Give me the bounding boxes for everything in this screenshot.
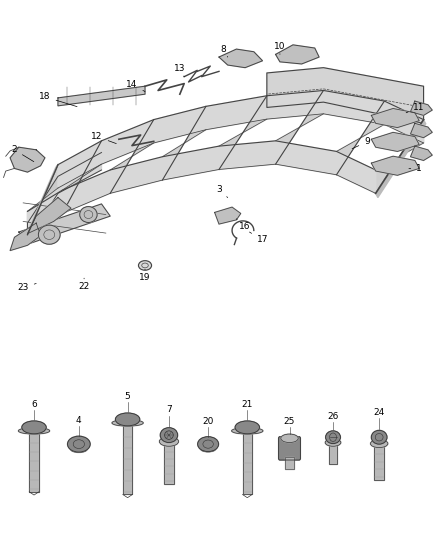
Bar — [164, 441, 174, 484]
Ellipse shape — [371, 430, 387, 444]
Polygon shape — [28, 198, 71, 233]
Bar — [374, 443, 384, 480]
Bar — [164, 441, 174, 484]
Polygon shape — [25, 165, 58, 237]
Bar — [328, 442, 337, 464]
Polygon shape — [219, 96, 267, 169]
Polygon shape — [19, 204, 110, 244]
Text: 11: 11 — [406, 103, 425, 113]
Ellipse shape — [200, 445, 216, 452]
Text: 26: 26 — [327, 413, 339, 421]
Text: 17: 17 — [250, 232, 268, 245]
Text: 7: 7 — [166, 405, 172, 414]
Polygon shape — [371, 109, 419, 127]
Polygon shape — [10, 147, 45, 172]
Text: 1: 1 — [409, 164, 422, 173]
Text: 18: 18 — [39, 92, 77, 107]
Text: 3: 3 — [216, 185, 228, 198]
Bar — [29, 431, 39, 492]
Text: 14: 14 — [126, 80, 145, 92]
Ellipse shape — [67, 436, 90, 452]
Polygon shape — [28, 165, 58, 235]
Bar — [328, 442, 337, 464]
Polygon shape — [371, 132, 419, 151]
Ellipse shape — [22, 421, 46, 434]
Bar — [374, 443, 384, 480]
Bar — [123, 423, 132, 495]
Text: 20: 20 — [202, 417, 214, 426]
Text: 2: 2 — [12, 146, 34, 161]
Polygon shape — [371, 156, 419, 175]
Ellipse shape — [71, 445, 87, 453]
Text: 24: 24 — [374, 408, 385, 417]
Text: 12: 12 — [92, 132, 117, 143]
Polygon shape — [28, 152, 102, 241]
Polygon shape — [410, 101, 432, 115]
Bar — [285, 457, 294, 469]
Text: 23: 23 — [18, 283, 36, 292]
Polygon shape — [10, 223, 41, 251]
Text: 13: 13 — [174, 64, 186, 77]
Text: 19: 19 — [139, 269, 151, 281]
Polygon shape — [110, 119, 154, 193]
Polygon shape — [376, 119, 426, 198]
Text: 6: 6 — [31, 400, 37, 409]
Ellipse shape — [112, 419, 143, 426]
Ellipse shape — [116, 413, 140, 426]
Polygon shape — [410, 146, 432, 160]
Polygon shape — [219, 49, 262, 68]
Text: 5: 5 — [125, 392, 131, 401]
Polygon shape — [276, 91, 323, 164]
Polygon shape — [410, 123, 432, 138]
Text: 9: 9 — [352, 138, 370, 149]
Ellipse shape — [235, 421, 259, 434]
Bar — [243, 431, 252, 495]
Polygon shape — [162, 107, 206, 180]
Text: 4: 4 — [76, 416, 81, 425]
Polygon shape — [267, 68, 424, 123]
Text: 10: 10 — [274, 42, 286, 54]
Ellipse shape — [232, 427, 263, 434]
Ellipse shape — [138, 261, 152, 270]
Polygon shape — [336, 101, 385, 175]
Bar — [123, 423, 132, 495]
Polygon shape — [215, 207, 241, 224]
Ellipse shape — [325, 431, 340, 443]
Ellipse shape — [371, 440, 388, 448]
Ellipse shape — [39, 225, 60, 244]
FancyBboxPatch shape — [279, 437, 300, 460]
Ellipse shape — [160, 427, 178, 442]
Text: 22: 22 — [78, 278, 90, 290]
Bar — [29, 431, 39, 492]
Ellipse shape — [281, 434, 298, 442]
Polygon shape — [28, 141, 376, 235]
Ellipse shape — [18, 427, 49, 434]
Polygon shape — [58, 91, 424, 188]
Text: 25: 25 — [284, 417, 295, 425]
Text: 21: 21 — [242, 400, 253, 409]
Text: 16: 16 — [237, 219, 251, 231]
Polygon shape — [58, 86, 145, 106]
Polygon shape — [276, 45, 319, 64]
Bar — [243, 431, 252, 495]
Ellipse shape — [198, 437, 219, 451]
Ellipse shape — [325, 439, 341, 446]
Ellipse shape — [159, 437, 179, 446]
Ellipse shape — [80, 207, 97, 222]
Polygon shape — [376, 119, 424, 193]
Bar — [285, 457, 294, 469]
Text: 8: 8 — [220, 45, 228, 57]
Polygon shape — [62, 141, 102, 214]
